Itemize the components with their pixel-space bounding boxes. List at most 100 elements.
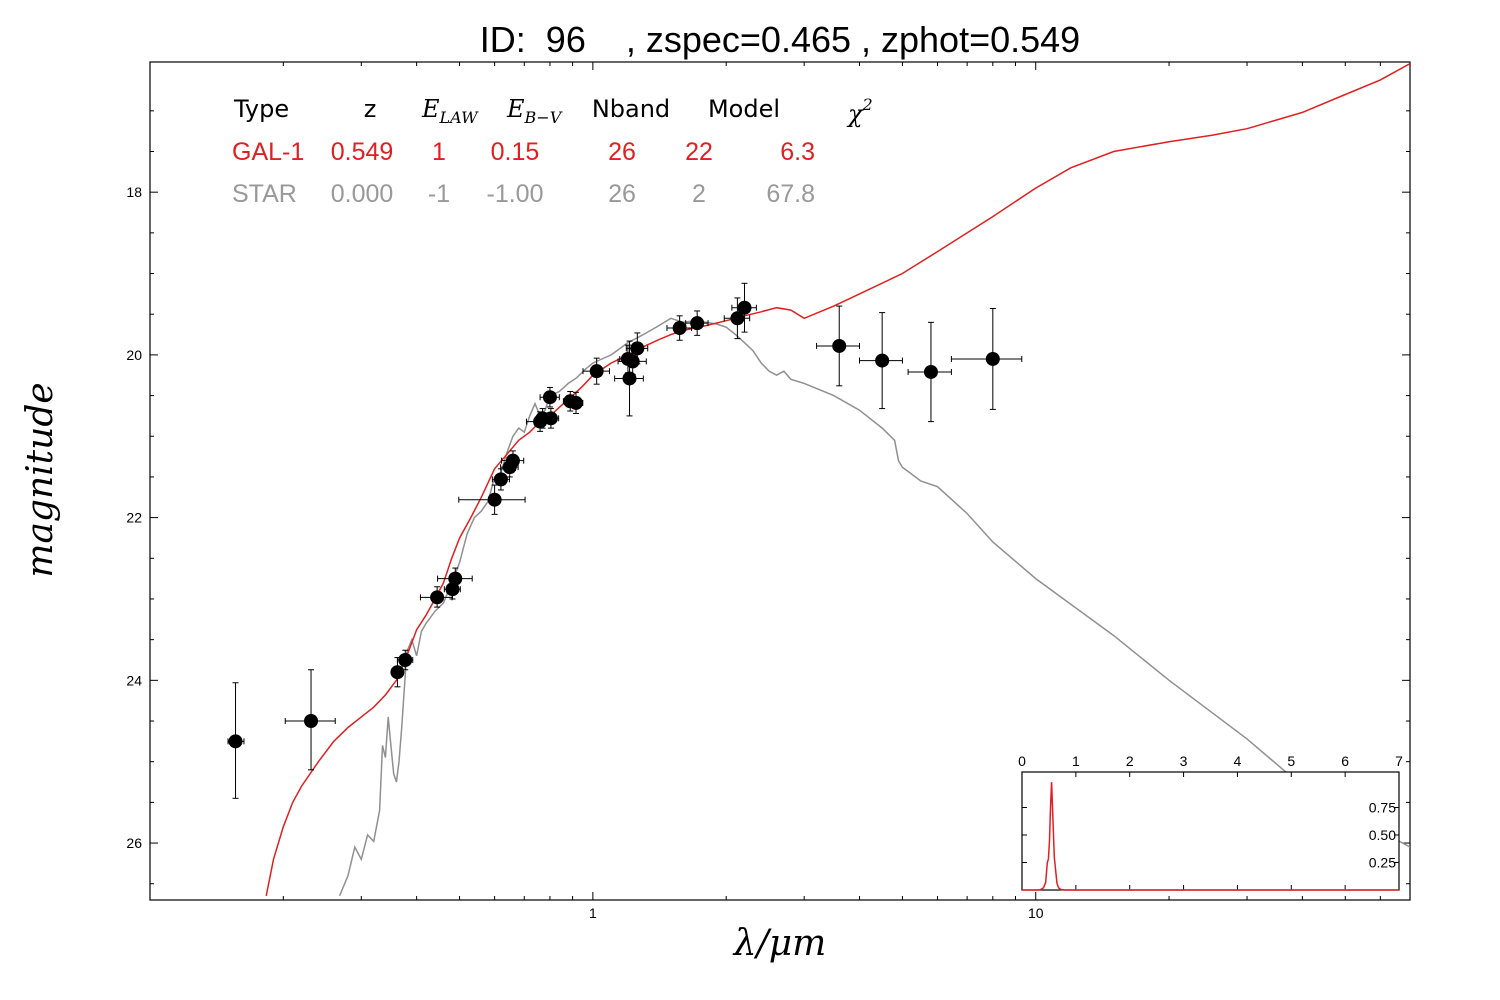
table-header-ebv: EB−V <box>506 95 563 127</box>
data-point <box>816 305 860 387</box>
point-marker <box>505 453 520 468</box>
point-marker <box>985 351 1000 366</box>
inset-y-tick-label: 0.75 <box>1369 800 1396 816</box>
point-marker <box>390 665 405 680</box>
inset-curve <box>1022 782 1399 891</box>
data-point <box>582 357 610 385</box>
point-marker <box>875 353 890 368</box>
redshift-pdf-inset: 0 1 2 3 4 5 6 7 0.25 0.50 0.75 <box>1018 753 1403 891</box>
point-marker <box>630 341 645 356</box>
point-marker <box>737 300 752 315</box>
point-marker <box>543 411 558 426</box>
table-header-nband: Nband <box>592 95 670 123</box>
table-cell-type: STAR <box>232 180 297 208</box>
data-point <box>501 450 525 471</box>
x-axis-label: λ/μm <box>732 923 826 964</box>
table-header-elaw: ELAW <box>421 95 479 127</box>
inset-frame <box>1021 771 1400 891</box>
data-point <box>539 386 560 408</box>
data-point <box>437 567 473 590</box>
point-marker <box>398 652 413 667</box>
data-point <box>666 315 693 341</box>
table-header-model: Model <box>708 95 780 123</box>
data-point <box>614 340 644 417</box>
point-marker <box>304 714 319 729</box>
point-marker <box>923 364 938 379</box>
inset-y-axis: 0.25 0.50 0.75 <box>1022 800 1399 871</box>
x-tick-label: 1 <box>589 905 597 921</box>
inset-x-axis: 0 1 2 3 4 5 6 7 <box>1018 753 1403 890</box>
point-marker <box>487 492 502 507</box>
inset-x-tick-label: 2 <box>1126 753 1134 769</box>
data-point <box>625 332 649 365</box>
point-marker <box>622 371 637 386</box>
table-cell-nband: 26 <box>608 138 636 166</box>
point-marker <box>690 316 705 331</box>
inset-y-tick-label: 0.25 <box>1369 855 1396 871</box>
point-marker <box>430 590 445 605</box>
point-marker <box>448 571 463 586</box>
data-point <box>858 312 903 410</box>
table-cell-z: 0.549 <box>331 138 394 166</box>
photometry-points <box>227 282 1023 799</box>
table-cell-model: 22 <box>685 138 713 166</box>
table-cell-nband: 26 <box>608 180 636 208</box>
y-tick-label: 26 <box>126 835 142 851</box>
table-cell-e-b-v: 0.15 <box>491 138 540 166</box>
point-marker <box>672 321 687 336</box>
star-model-line <box>338 317 1410 897</box>
table-cell-model: 2 <box>692 180 706 208</box>
inset-x-tick-label: 0 <box>1018 753 1026 769</box>
table-cell-type: GAL-1 <box>232 138 304 166</box>
data-point <box>950 308 1023 410</box>
point-marker <box>542 390 557 405</box>
data-point <box>227 682 245 799</box>
chart-title: ID: 96 , zspec=0.465 , zphot=0.549 <box>480 19 1080 60</box>
point-marker <box>832 338 847 353</box>
point-marker <box>589 364 604 379</box>
table-cell-chi2: 67.8 <box>766 180 815 208</box>
data-point <box>568 391 584 414</box>
data-point <box>542 408 560 429</box>
inset-x-tick-label: 1 <box>1072 753 1080 769</box>
data-point <box>907 321 952 423</box>
x-tick-label: 10 <box>1028 905 1044 921</box>
data-point <box>396 649 414 671</box>
data-point <box>458 484 526 515</box>
y-tick-label: 24 <box>126 672 142 688</box>
y-axis-label: magnitude <box>20 382 61 577</box>
inset-y-tick-label: 0.50 <box>1369 827 1396 843</box>
main-plot-frame <box>149 61 1411 901</box>
data-point <box>685 310 709 336</box>
table-header-chi2: χ2 <box>846 95 873 128</box>
table-header-type: Type <box>233 95 289 123</box>
table-cell-e-law: 1 <box>432 138 446 166</box>
data-point <box>723 297 751 340</box>
point-marker <box>228 734 243 749</box>
data-point <box>731 282 757 333</box>
table-cell-e-law: -1 <box>428 180 450 208</box>
y-tick-label: 18 <box>126 184 142 200</box>
inset-x-tick-label: 6 <box>1341 753 1349 769</box>
table-cell-e-b-v: -1.00 <box>487 180 544 208</box>
inset-x-tick-label: 3 <box>1180 753 1188 769</box>
table-cell-z: 0.000 <box>331 180 394 208</box>
point-marker <box>568 395 583 410</box>
x-axis: 1 10 <box>149 62 1411 921</box>
table-cell-chi2: 6.3 <box>780 138 815 166</box>
fit-table: Type z ELAW EB−V Nband Model χ2 GAL-1 0.5… <box>232 95 873 208</box>
inset-x-tick-label: 5 <box>1287 753 1295 769</box>
point-marker <box>730 311 745 326</box>
pdf-line <box>1022 782 1399 891</box>
inset-x-tick-label: 4 <box>1234 753 1242 769</box>
table-header-z: z <box>364 95 377 123</box>
y-tick-label: 22 <box>126 510 142 526</box>
data-point <box>284 669 336 771</box>
point-marker <box>493 472 508 487</box>
y-tick-label: 20 <box>126 347 142 363</box>
inset-x-tick-label: 7 <box>1395 753 1403 769</box>
